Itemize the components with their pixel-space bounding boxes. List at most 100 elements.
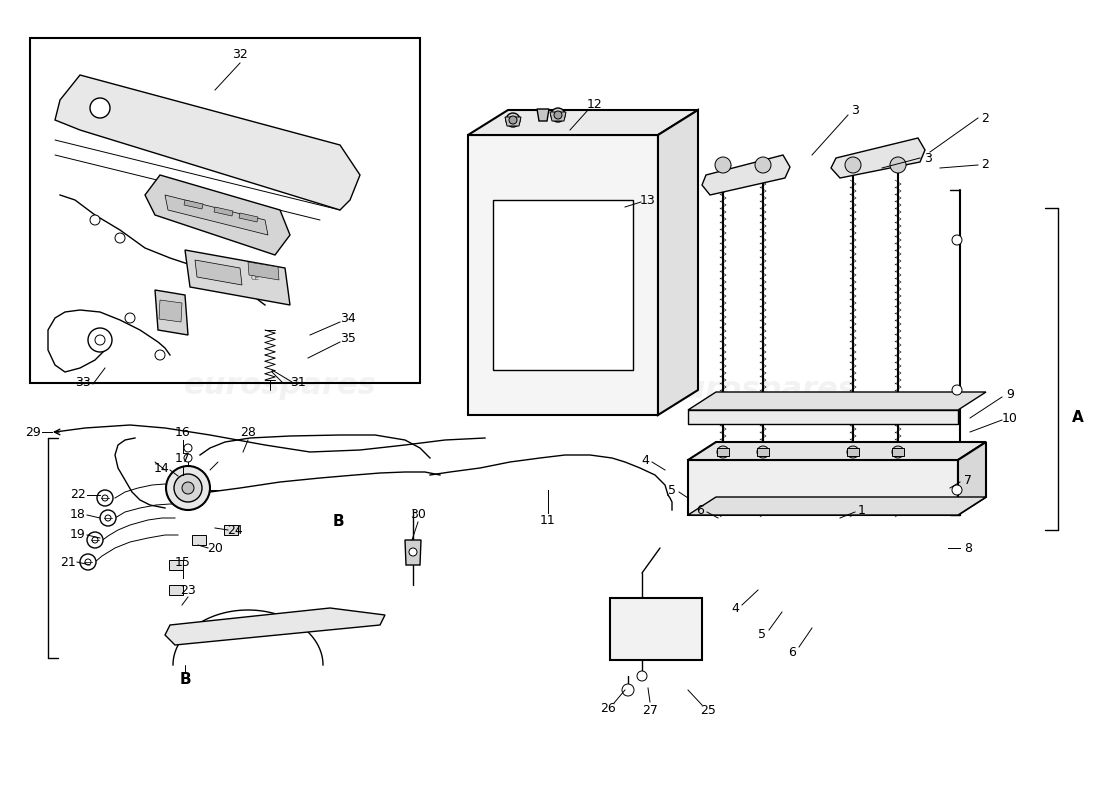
Circle shape [757, 446, 769, 458]
Circle shape [184, 454, 192, 462]
Circle shape [155, 350, 165, 360]
Polygon shape [688, 497, 986, 515]
Circle shape [85, 559, 91, 565]
Polygon shape [505, 117, 521, 126]
Circle shape [755, 157, 771, 173]
Text: 25: 25 [700, 703, 716, 717]
Polygon shape [405, 540, 421, 565]
Polygon shape [757, 448, 769, 456]
Circle shape [174, 474, 202, 502]
Polygon shape [248, 262, 279, 280]
Circle shape [184, 444, 192, 452]
Text: 14: 14 [154, 462, 169, 474]
Text: 31: 31 [290, 375, 306, 389]
Text: 8: 8 [964, 542, 972, 554]
Circle shape [80, 554, 96, 570]
Circle shape [92, 537, 98, 543]
Bar [688, 410, 958, 424]
Circle shape [847, 446, 859, 458]
Circle shape [551, 108, 565, 122]
Circle shape [104, 515, 111, 521]
Text: 28: 28 [240, 426, 256, 438]
Bar [224, 525, 238, 535]
Circle shape [97, 490, 113, 506]
Polygon shape [214, 207, 233, 216]
Circle shape [90, 215, 100, 225]
Circle shape [182, 482, 194, 494]
Text: 24: 24 [227, 523, 243, 537]
Text: 16: 16 [175, 426, 191, 438]
Polygon shape [468, 110, 698, 135]
Circle shape [102, 495, 108, 501]
Text: eurospares: eurospares [184, 370, 376, 399]
Bar [468, 135, 658, 415]
Text: B: B [179, 673, 190, 687]
Circle shape [95, 335, 104, 345]
Text: 2: 2 [981, 111, 989, 125]
Text: B: B [332, 514, 344, 530]
Text: 23: 23 [180, 583, 196, 597]
Circle shape [621, 684, 634, 696]
Polygon shape [892, 448, 904, 456]
Circle shape [892, 446, 904, 458]
Polygon shape [717, 448, 729, 456]
Text: 13: 13 [640, 194, 656, 206]
Bar [493, 200, 632, 370]
Circle shape [715, 157, 732, 173]
Circle shape [890, 157, 906, 173]
Text: 22: 22 [70, 489, 86, 502]
Circle shape [952, 485, 962, 495]
Text: 19: 19 [70, 529, 86, 542]
Bar [169, 585, 183, 595]
Circle shape [845, 157, 861, 173]
Circle shape [90, 98, 110, 118]
Text: 26: 26 [601, 702, 616, 714]
Circle shape [952, 235, 962, 245]
Polygon shape [550, 112, 566, 121]
Text: 3: 3 [924, 151, 932, 165]
Text: 7: 7 [964, 474, 972, 486]
Text: 5: 5 [758, 629, 766, 642]
Polygon shape [145, 175, 290, 255]
Polygon shape [195, 260, 242, 285]
Bar [30, 38, 420, 383]
Bar [169, 560, 183, 570]
Polygon shape [184, 200, 204, 209]
Text: CE: CE [251, 275, 260, 281]
Polygon shape [847, 448, 859, 456]
Text: 21: 21 [60, 555, 76, 569]
Text: 11: 11 [540, 514, 556, 526]
Circle shape [88, 328, 112, 352]
Polygon shape [658, 110, 698, 415]
Bar [610, 598, 702, 660]
Text: 35: 35 [340, 331, 356, 345]
Text: 30: 30 [410, 509, 426, 522]
Text: 34: 34 [340, 311, 356, 325]
Text: 29: 29 [25, 426, 41, 438]
Polygon shape [688, 392, 986, 410]
Polygon shape [160, 300, 182, 322]
Polygon shape [55, 75, 360, 210]
Text: A: A [1072, 410, 1084, 426]
Text: 18: 18 [70, 509, 86, 522]
Polygon shape [702, 155, 790, 195]
Text: eurospares: eurospares [663, 375, 857, 405]
Circle shape [100, 510, 116, 526]
Text: 17: 17 [175, 451, 191, 465]
Circle shape [637, 671, 647, 681]
Circle shape [409, 548, 417, 556]
Text: 4: 4 [641, 454, 649, 466]
Text: 27: 27 [642, 703, 658, 717]
Text: 6: 6 [696, 503, 704, 517]
Text: 33: 33 [75, 375, 91, 389]
Text: 2: 2 [981, 158, 989, 171]
Circle shape [116, 233, 125, 243]
Polygon shape [185, 250, 290, 305]
Polygon shape [165, 608, 385, 645]
Text: 9: 9 [1006, 389, 1014, 402]
Text: 15: 15 [175, 557, 191, 570]
Bar [192, 535, 206, 545]
Circle shape [717, 446, 729, 458]
Polygon shape [958, 442, 986, 515]
Text: 3: 3 [851, 103, 859, 117]
